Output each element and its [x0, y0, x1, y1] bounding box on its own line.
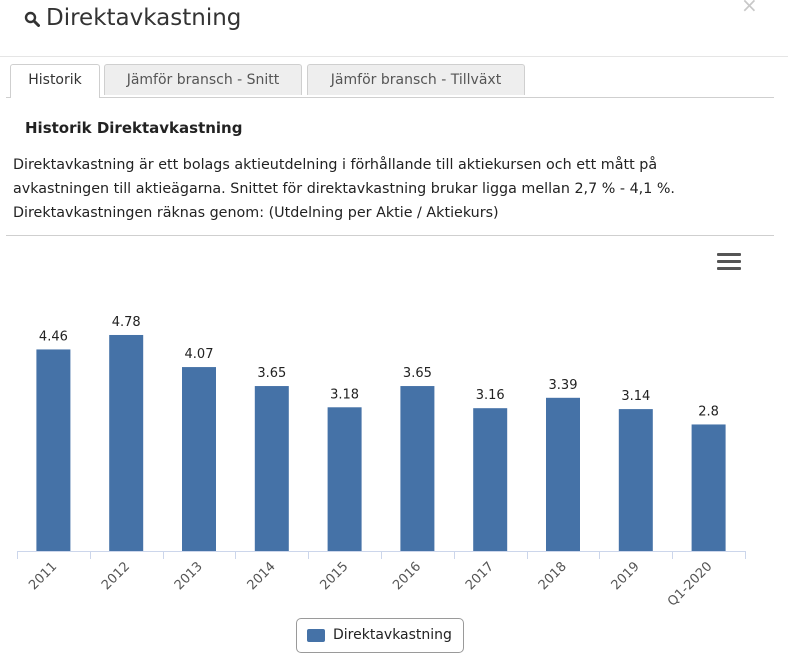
- x-tick-label: 2013: [172, 559, 206, 593]
- legend-item-direktavkastning[interactable]: Direktavkastning: [296, 618, 464, 653]
- page-title: Direktavkastning: [46, 5, 242, 31]
- data-label: 4.46: [39, 329, 68, 344]
- tab-jamfor-bransch-snitt[interactable]: Jämför bransch - Snitt: [104, 64, 302, 95]
- x-tick-label: 2018: [536, 559, 570, 593]
- bar: [618, 409, 653, 551]
- x-tick-label: 2011: [26, 559, 60, 593]
- data-label: 3.18: [330, 387, 359, 402]
- x-tick-label: 2015: [317, 559, 351, 593]
- bar: [182, 367, 216, 551]
- data-label: 4.78: [112, 315, 141, 330]
- x-tick-label: 2019: [609, 559, 643, 593]
- search-icon: [24, 11, 40, 27]
- bar: [36, 349, 71, 551]
- bar: [473, 408, 508, 551]
- data-label: 3.14: [621, 389, 650, 404]
- x-tick-label: 2012: [99, 559, 133, 593]
- tab-bar: Historik Jämför bransch - Snitt Jämför b…: [6, 64, 774, 98]
- bar: [546, 397, 580, 551]
- header: Direktavkastning ×: [0, 0, 788, 57]
- bar: [400, 386, 435, 551]
- section-description: Direktavkastning är ett bolags aktieutde…: [13, 153, 753, 225]
- tab-jamfor-bransch-tillvaxt[interactable]: Jämför bransch - Tillväxt: [307, 64, 525, 95]
- close-icon[interactable]: ×: [741, 0, 758, 17]
- bar: [109, 334, 144, 551]
- data-label: 3.39: [549, 378, 578, 393]
- bar-chart: 4.46 2011 4.78 2012 4.07 2013 3.65 2014 3.18 2015…: [17, 315, 746, 610]
- x-tick-label: Q1-2020: [665, 559, 715, 609]
- x-tick-label: 2017: [463, 559, 497, 593]
- legend-label: Direktavkastning: [333, 627, 452, 643]
- description-line: Direktavkastning är ett bolags aktieutde…: [13, 157, 658, 173]
- tab-historik[interactable]: Historik: [10, 64, 100, 98]
- bar: [327, 407, 362, 551]
- bar: [254, 386, 289, 551]
- bar: [691, 424, 726, 551]
- section-title: Historik Direktavkastning: [25, 119, 243, 137]
- data-label: 3.65: [403, 366, 432, 381]
- data-label: 3.16: [476, 388, 505, 403]
- data-label: 2.8: [698, 404, 719, 419]
- legend-swatch: [307, 629, 325, 642]
- divider: [6, 235, 774, 236]
- description-line: Direktavkastningen räknas genom: (Utdeln…: [13, 205, 499, 221]
- description-line: avkastningen till aktieägarna. Snittet f…: [13, 181, 675, 197]
- data-label: 3.65: [257, 366, 286, 381]
- x-tick-label: 2014: [245, 559, 279, 593]
- x-tick-label: 2016: [390, 559, 424, 593]
- chart-menu-icon[interactable]: [717, 253, 741, 273]
- data-label: 4.07: [185, 347, 214, 362]
